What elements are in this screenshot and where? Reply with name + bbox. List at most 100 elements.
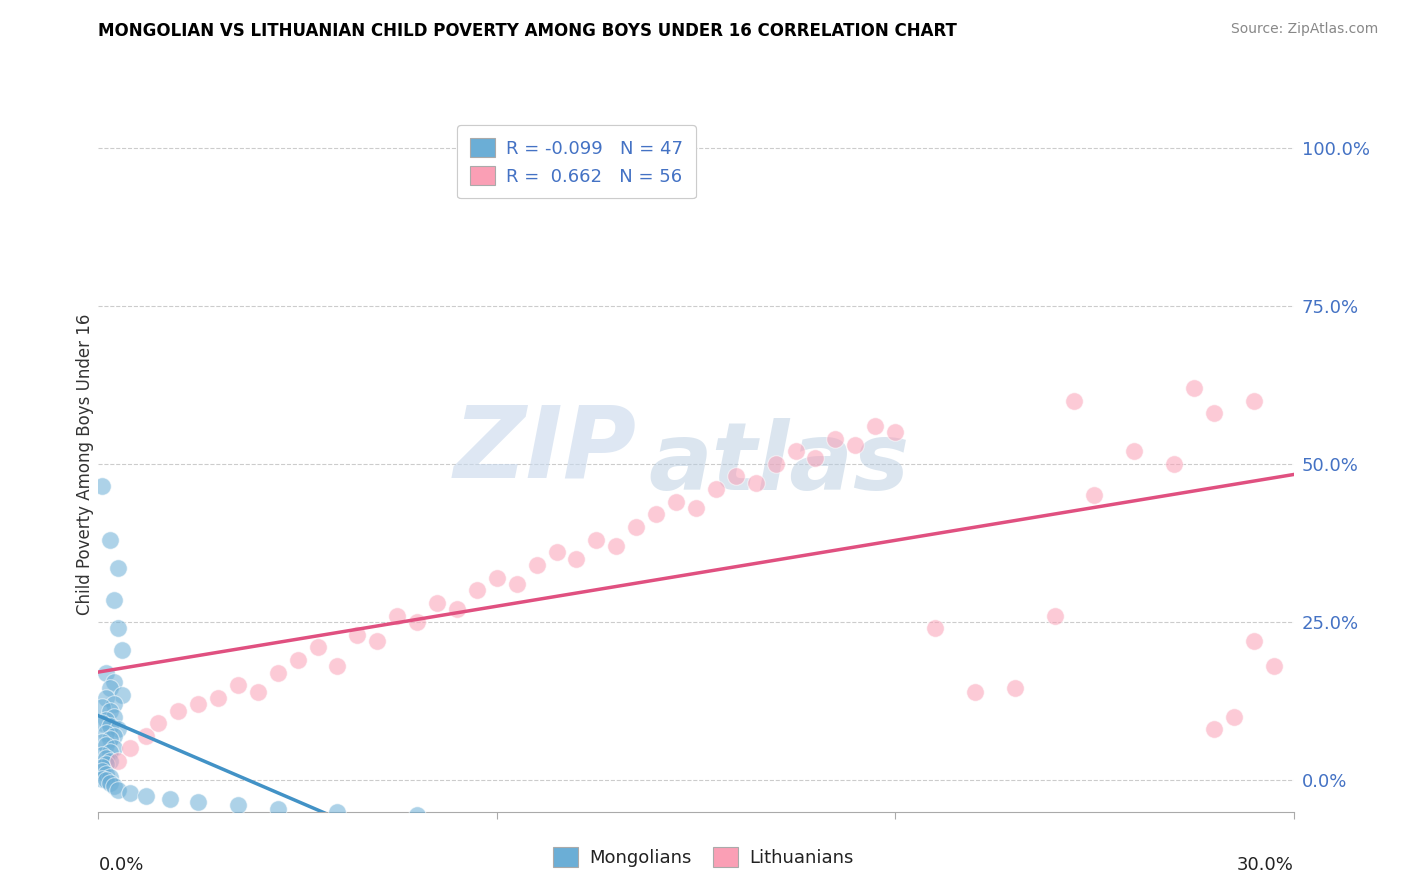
Point (884, 425, 907, 440)
Point (96, 773, 118, 788)
Point (267, 665, 290, 680)
Point (366, 634, 388, 648)
Text: MONGOLIAN VS LITHUANIAN CHILD POVERTY AMONG BOYS UNDER 16 CORRELATION CHART: MONGOLIAN VS LITHUANIAN CHILD POVERTY AM… (98, 22, 957, 40)
Point (1163, 457, 1185, 471)
Point (385, 608, 409, 623)
Point (103, 729, 125, 743)
Point (167, 704, 190, 718)
Point (844, 438, 866, 452)
Text: ZIP: ZIP (453, 401, 637, 499)
Point (785, 444, 807, 458)
Point (406, 615, 429, 629)
Point (924, 621, 946, 635)
Point (465, 583, 488, 598)
Point (98, 754, 122, 768)
Text: Source: ZipAtlas.com: Source: ZipAtlas.com (1230, 22, 1378, 37)
Point (307, 640, 329, 655)
Point (91, 747, 114, 762)
Point (98, 770, 122, 784)
Y-axis label: Child Poverty Among Boys Under 16: Child Poverty Among Boys Under 16 (76, 313, 94, 615)
Point (107, 723, 129, 737)
Point (1223, 710, 1246, 724)
Point (98, 719, 122, 733)
Point (526, 558, 548, 572)
Point (91, 479, 114, 493)
Point (107, 754, 129, 768)
Point (745, 475, 768, 490)
Legend: Mongolians, Lithuanians: Mongolians, Lithuanians (546, 839, 860, 874)
Point (446, 602, 468, 616)
Text: atlas: atlas (648, 417, 910, 510)
Point (111, 643, 134, 657)
Point (98, 681, 122, 696)
Point (426, 596, 449, 610)
Point (346, 627, 368, 641)
Point (91, 772, 114, 786)
Point (724, 469, 747, 483)
Text: 0.0%: 0.0% (98, 856, 143, 874)
Point (1004, 681, 1026, 696)
Point (98, 745, 122, 759)
Point (605, 539, 627, 553)
Point (685, 501, 707, 516)
Point (1123, 444, 1146, 458)
Point (91, 764, 114, 778)
Point (96, 766, 118, 780)
Point (135, 729, 157, 743)
Point (963, 684, 986, 698)
Point (107, 782, 129, 797)
Point (1182, 381, 1205, 395)
Point (287, 653, 309, 667)
Point (91, 716, 114, 731)
Text: 30.0%: 30.0% (1237, 856, 1294, 874)
Point (406, 808, 429, 822)
Point (187, 697, 209, 711)
Point (187, 795, 209, 809)
Point (1243, 634, 1265, 648)
Point (1202, 406, 1225, 420)
Point (96, 739, 118, 753)
Point (645, 508, 668, 522)
Point (98, 776, 122, 790)
Point (96, 665, 118, 680)
Point (1202, 723, 1225, 737)
Point (91, 700, 114, 714)
Point (1243, 393, 1265, 408)
Point (824, 432, 846, 446)
Point (98, 704, 122, 718)
Point (96, 713, 118, 727)
Point (96, 725, 118, 739)
Point (863, 418, 887, 433)
Legend: R = -0.099   N = 47, R =  0.662   N = 56: R = -0.099 N = 47, R = 0.662 N = 56 (457, 125, 696, 198)
Point (103, 710, 125, 724)
Point (246, 684, 269, 698)
Point (91, 760, 114, 774)
Point (1043, 608, 1066, 623)
Point (765, 457, 787, 471)
Point (1063, 393, 1085, 408)
Point (107, 561, 129, 575)
Point (665, 495, 688, 509)
Point (91, 735, 114, 749)
Point (103, 741, 125, 756)
Point (103, 592, 125, 607)
Point (626, 520, 648, 534)
Point (1083, 488, 1105, 502)
Point (96, 751, 118, 765)
Point (485, 571, 508, 585)
Point (546, 545, 568, 559)
Point (326, 805, 349, 819)
Point (585, 533, 607, 547)
Point (98, 731, 122, 746)
Point (96, 690, 118, 705)
Point (120, 786, 142, 800)
Point (267, 801, 290, 815)
Point (96, 757, 118, 772)
Point (111, 688, 134, 702)
Point (103, 675, 125, 690)
Point (120, 741, 142, 756)
Point (226, 678, 249, 692)
Point (565, 551, 588, 566)
Point (804, 450, 827, 465)
Point (1263, 659, 1285, 673)
